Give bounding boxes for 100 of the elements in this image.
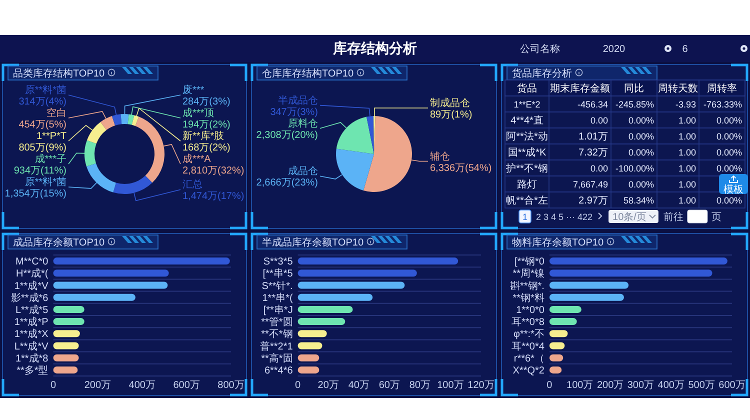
table-cell: 1**E*2	[514, 100, 540, 110]
x-tick-label: 80万	[409, 380, 430, 391]
y-tick-label: 耳**0*4	[512, 341, 545, 352]
text: 货品库存分析	[512, 68, 572, 80]
slice-label: 空白	[46, 107, 66, 119]
y-tick-label: H**成*(	[16, 268, 49, 280]
slice-label: 成***A	[182, 153, 212, 165]
text: 库存结构分析	[332, 40, 417, 56]
y-tick-label: 1**成*P	[14, 316, 49, 328]
table-cell: 1.00	[678, 164, 696, 174]
y-tick-label: r**6*（	[514, 353, 544, 364]
table-cell: 帆**合*左	[506, 196, 548, 206]
table-cell: 1.00	[678, 148, 696, 158]
y-tick-label: **管*圆	[261, 317, 293, 328]
x-tick-label: 120万	[468, 380, 494, 391]
table-header: 周转天数	[658, 84, 698, 94]
y-tick-label: 1**成*X	[14, 328, 49, 340]
table-header: 周转率	[707, 84, 737, 94]
table-cell: 0.00%	[628, 148, 654, 158]
y-tick-label: 1**成*V	[14, 280, 49, 292]
table-cell: -100.00%	[615, 164, 654, 174]
y-tick-label: φ**:*不	[514, 329, 544, 340]
y-tick-label: **周*镍	[512, 268, 544, 280]
table-cell: 护**不*钢	[506, 164, 548, 174]
x-tick-label: 0	[546, 380, 553, 391]
slice-label: 新**库*肢	[182, 130, 224, 142]
y-tick-label: X**Q*2	[512, 365, 545, 376]
table-cell: 国**成*K	[508, 148, 546, 158]
slice-label: 原**料*菌	[24, 84, 66, 96]
slice-label: 废***	[182, 84, 204, 96]
x-tick-label: 400万	[658, 380, 684, 391]
x-tick-label: 800万	[218, 380, 244, 391]
data-label: 1,474万(17%)	[182, 191, 244, 202]
x-tick-label: 0	[50, 380, 56, 391]
x-tick-label: 600万	[173, 380, 200, 391]
table-cell: 7.32万	[578, 148, 608, 158]
x-tick-label: 500万	[688, 380, 715, 391]
text: 2020	[602, 44, 626, 55]
data-label: 314万(4%)	[18, 96, 66, 108]
table-cell: 阿**法*动	[506, 132, 548, 142]
data-label: 2,810万(32%)	[182, 166, 244, 176]
table-cell: -456.34	[577, 100, 608, 110]
y-tick-label: L**成*5	[15, 304, 49, 316]
slice-label: 成***顶	[182, 107, 214, 119]
table-header: 货品	[517, 84, 537, 94]
slice-label: 成***子	[34, 153, 66, 165]
pagination-label: 前往	[663, 212, 684, 223]
chart-title: 物料库存余额TOP10	[512, 236, 604, 248]
y-tick-label: S**针*.	[262, 280, 293, 292]
table-cell: 1.00	[678, 116, 696, 126]
y-tick-label: 耳**0*8	[512, 317, 545, 328]
chart-title: 半成品库存余额TOP10	[262, 236, 364, 248]
table-cell: 2.97万	[578, 196, 608, 206]
x-tick-label: 100万	[566, 380, 594, 391]
data-label: 194万(2%)	[182, 120, 230, 130]
y-tick-label: S**3*5	[263, 256, 294, 268]
y-tick-label: **多*型	[16, 364, 48, 376]
table-header: 同比	[624, 84, 644, 94]
table-cell: -245.85%	[615, 100, 654, 110]
x-tick-label: 300万	[627, 380, 654, 391]
data-label: 6,336万(54%)	[430, 162, 492, 174]
y-tick-label: 1**0*0	[516, 304, 545, 316]
table-cell: 0.00	[590, 116, 608, 126]
text: 公司名称	[520, 43, 560, 55]
table-cell: 路灯	[517, 180, 537, 190]
slice-label: 原**料*菌	[24, 176, 66, 188]
data-label: 2,308万(20%)	[256, 130, 318, 141]
y-tick-label: 斟**钢*.	[510, 280, 544, 292]
table-cell: 0.00%	[716, 164, 742, 174]
x-tick-label: 20万	[318, 380, 339, 391]
table-cell: 0.00%	[628, 132, 654, 142]
x-tick-label: 40万	[348, 380, 370, 391]
table-cell: 1.01万	[578, 132, 608, 142]
y-tick-label: **不*钢	[261, 329, 293, 340]
x-tick-label: 200万	[84, 380, 112, 391]
x-tick-label: 0	[295, 380, 302, 391]
data-label: 347万(3%)	[270, 106, 318, 118]
table-cell: -763.33%	[703, 100, 742, 110]
y-tick-label: [**钢*0	[514, 256, 545, 268]
data-label: 1,354万(15%)	[4, 188, 66, 200]
data-label: 454万(5%)	[18, 120, 66, 130]
table-cell: 0.00%	[716, 148, 742, 158]
table-header: 期末库存金额	[550, 84, 610, 94]
x-tick-label: 60万	[378, 380, 400, 391]
pagination-label: 1	[522, 212, 528, 222]
y-tick-label: **高*固	[261, 352, 293, 364]
text: 6	[682, 44, 688, 55]
table-cell: 0.00%	[716, 132, 742, 142]
y-tick-label: M**C*0	[15, 256, 49, 268]
button-label: 模板	[724, 184, 744, 196]
y-tick-label: **钢*料	[512, 292, 544, 304]
chart-title: 仓库库存结构TOP10	[262, 68, 354, 80]
table-cell: 0.00%	[628, 180, 654, 190]
table-cell: 1.00	[678, 196, 696, 206]
pagination-label: 2 3 4 5 ··· 422	[536, 212, 593, 222]
slice-label: 辅仓	[430, 150, 450, 162]
x-tick-label: 400万	[128, 380, 156, 391]
data-label: 89万(1%)	[430, 110, 472, 121]
slice-label: 制成品仓	[430, 97, 470, 110]
y-tick-label: 6**4*6	[264, 365, 294, 376]
